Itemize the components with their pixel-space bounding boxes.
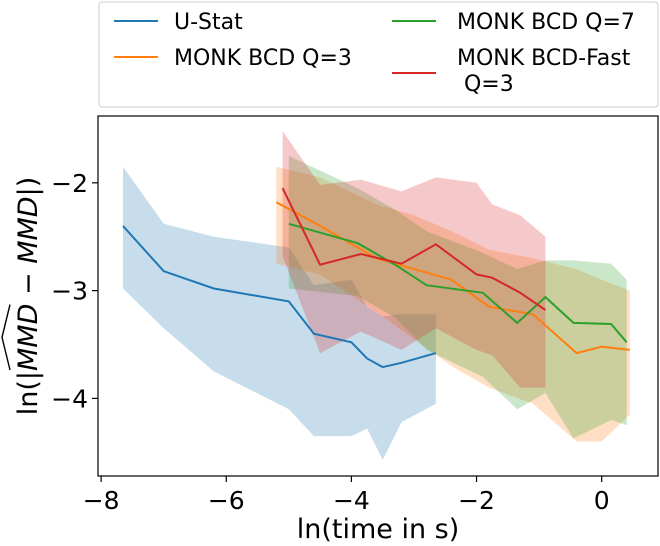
x-tick-label: −8	[83, 486, 120, 515]
confidence-bands	[123, 131, 630, 460]
y-label-hat-term: MMD	[13, 304, 44, 371]
legend-entry-monk-bcd-fast-q3: MONK BCD-Fast Q=3	[392, 46, 631, 97]
legend-box	[98, 1, 659, 108]
legend-label: MONK BCD Q=7	[457, 10, 635, 35]
y-label-hat-mark	[1, 304, 11, 371]
y-axis-ticks: −2 −3 −4	[51, 169, 98, 413]
svg-text:ln(|MMD − MMD|): ln(|MMD − MMD|)	[13, 177, 44, 415]
legend-label: U-Stat	[174, 10, 243, 35]
line-series-1	[275, 201, 630, 355]
legend-label: MONK BCD Q=3	[174, 46, 352, 71]
y-label-plain-term: MMD	[13, 196, 44, 263]
plot-frame	[97, 115, 659, 477]
series-lines	[122, 187, 630, 369]
band-series-3	[282, 131, 546, 388]
x-tick-label: −4	[333, 486, 370, 515]
band-series-2	[288, 155, 627, 439]
y-tick-label: −3	[51, 277, 88, 306]
band-series-0	[123, 166, 436, 460]
y-label-prefix: ln(|	[13, 371, 44, 415]
legend-label-line: MONK BCD-Fast	[457, 46, 631, 71]
x-tick-label: 0	[594, 486, 610, 515]
legend-entry-u-stat: U-Stat	[114, 10, 243, 35]
line-series-3	[281, 187, 546, 311]
x-tick-label: −6	[208, 486, 245, 515]
legend-entry-monk-bcd-q7: MONK BCD Q=7	[392, 10, 635, 35]
legend-label-line: Q=3	[457, 72, 514, 97]
y-label-minus: −	[13, 264, 44, 304]
line-series-2	[288, 222, 628, 343]
band-series-1	[276, 166, 630, 442]
line-series-0	[122, 225, 437, 369]
legend-entry-monk-bcd-q3: MONK BCD Q=3	[114, 46, 352, 71]
x-tick-label: −2	[458, 486, 495, 515]
y-tick-label: −2	[51, 169, 88, 198]
y-axis-label: ln(|MMD − MMD|)	[1, 177, 44, 415]
y-label-suffix: |)	[13, 177, 44, 197]
x-axis-ticks: −8 −6 −4 −2 0	[83, 476, 610, 515]
x-axis-label: ln(time in s)	[297, 514, 460, 545]
legend: U-Stat MONK BCD Q=3 MONK BCD Q=7 MONK BC…	[98, 1, 659, 108]
legend-label: MONK BCD-Fast Q=3	[457, 46, 631, 97]
y-tick-label: −4	[51, 384, 88, 413]
